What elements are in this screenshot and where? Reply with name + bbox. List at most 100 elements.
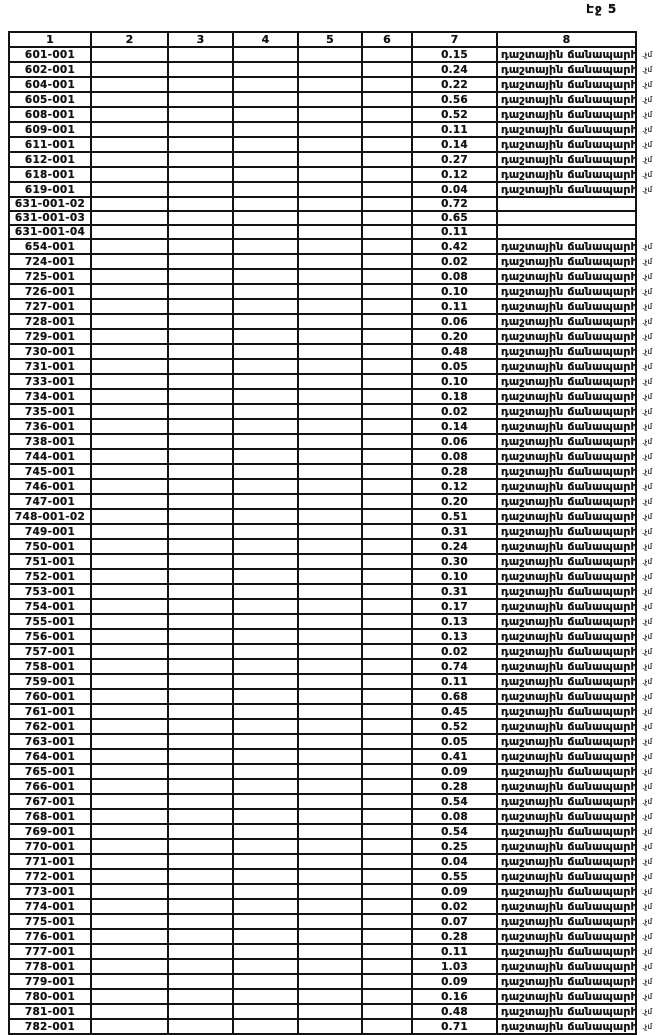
cell-empty — [90, 463, 169, 480]
cell-empty — [297, 823, 363, 840]
cell-empty — [361, 224, 413, 240]
table-row: 726-001 0.10 դաշտային ճանապարհ .չմ — [8, 283, 670, 300]
cell-empty — [361, 838, 413, 855]
cell-empty — [361, 151, 413, 168]
cell-empty — [90, 868, 169, 885]
cell-area-value: 0.09 — [411, 973, 498, 990]
table-row: 781-001 0.48 դաշտային ճանապարհ .չմ — [8, 1003, 670, 1020]
cell-empty — [361, 418, 413, 435]
cell-empty — [361, 553, 413, 570]
cell-empty — [90, 106, 169, 123]
cell-area-value: 0.51 — [411, 508, 498, 525]
cell-empty — [361, 76, 413, 93]
cell-parcel-code: 751-001 — [8, 553, 92, 570]
cell-empty — [297, 598, 363, 615]
cell-empty — [297, 373, 363, 390]
cell-empty — [232, 673, 299, 690]
cell-area-value: 0.14 — [411, 418, 498, 435]
cell-empty — [167, 868, 234, 885]
cell-empty — [232, 403, 299, 420]
cell-empty — [361, 463, 413, 480]
margin-note: .չմ — [642, 812, 653, 821]
cell-area-value: 0.24 — [411, 61, 498, 78]
cell-empty — [361, 583, 413, 600]
cell-empty — [232, 898, 299, 915]
margin-note: .չմ — [642, 917, 653, 926]
cell-area-value: 0.68 — [411, 688, 498, 705]
cell-empty — [361, 748, 413, 765]
cell-parcel-code: 611-001 — [8, 136, 92, 153]
cell-empty — [361, 688, 413, 705]
cell-empty — [297, 748, 363, 765]
cell-empty — [297, 898, 363, 915]
cell-empty — [90, 210, 169, 226]
cell-empty — [361, 928, 413, 945]
cell-land-type: դաշտային ճանապարհ — [496, 46, 637, 63]
table-row: 733-001 0.10 դաշտային ճանապարհ .չմ — [8, 373, 670, 390]
cell-empty — [297, 583, 363, 600]
cell-parcel-code: 729-001 — [8, 328, 92, 345]
cell-empty — [232, 643, 299, 660]
cell-empty — [167, 928, 234, 945]
margin-note: .չմ — [642, 992, 653, 1001]
cell-land-type: դաշտային ճանապարհ — [496, 763, 637, 780]
margin-note: .չմ — [642, 932, 653, 941]
cell-land-type: դաշտային ճանապարհ — [496, 823, 637, 840]
cell-parcel-code: 619-001 — [8, 181, 92, 198]
cell-parcel-code: 779-001 — [8, 973, 92, 990]
margin-note: .չմ — [642, 407, 653, 416]
margin-note: .չմ — [642, 947, 653, 956]
cell-area-value: 0.25 — [411, 838, 498, 855]
table-row: 772-001 0.55 դաշտային ճանապարհ .չմ — [8, 868, 670, 885]
cell-empty — [361, 568, 413, 585]
cell-empty — [167, 196, 234, 212]
cell-empty — [167, 1018, 234, 1035]
table-row: 738-001 0.06 դաշտային ճանապարհ .չմ — [8, 433, 670, 450]
cell-empty — [297, 268, 363, 285]
cell-empty — [90, 733, 169, 750]
cell-land-type: դաշտային ճանապարհ — [496, 598, 637, 615]
cell-empty — [361, 718, 413, 735]
cell-parcel-code: 777-001 — [8, 943, 92, 960]
margin-note: .չմ — [642, 272, 653, 281]
cell-empty — [232, 121, 299, 138]
cell-empty — [90, 268, 169, 285]
cell-empty — [167, 808, 234, 825]
cell-area-value: 0.12 — [411, 478, 498, 495]
table-row: 751-001 0.30 դաշտային ճանապարհ .չմ — [8, 553, 670, 570]
cell-land-type — [496, 210, 637, 226]
cell-empty — [90, 373, 169, 390]
cell-parcel-code: 758-001 — [8, 658, 92, 675]
cell-empty — [297, 388, 363, 405]
cell-empty — [167, 210, 234, 226]
cell-empty — [232, 763, 299, 780]
cell-empty — [232, 388, 299, 405]
table-row: 778-001 1.03 դաշտային ճանապարհ .չմ — [8, 958, 670, 975]
cell-land-type: դաշտային ճանապարհ — [496, 898, 637, 915]
cell-empty — [90, 913, 169, 930]
table-row: 750-001 0.24 դաշտային ճանապարհ .չմ — [8, 538, 670, 555]
margin-note: .չմ — [642, 752, 653, 761]
cell-land-type: դաշտային ճանապարհ — [496, 448, 637, 465]
cell-land-type: դաշտային ճանապարհ — [496, 418, 637, 435]
cell-land-type: դաշտային ճանապարհ — [496, 151, 637, 168]
cell-empty — [361, 358, 413, 375]
cell-parcel-code: 770-001 — [8, 838, 92, 855]
cell-empty — [361, 448, 413, 465]
table-row: 766-001 0.28 դաշտային ճանապարհ .չմ — [8, 778, 670, 795]
cell-area-value: 0.07 — [411, 913, 498, 930]
margin-note: .չմ — [642, 647, 653, 656]
cell-land-type: դաշտային ճանապարհ — [496, 76, 637, 93]
cell-land-type: դաշտային ճանապարհ — [496, 658, 637, 675]
cell-parcel-code: 759-001 — [8, 673, 92, 690]
cell-land-type: դաշտային ճանապարհ — [496, 463, 637, 480]
cell-area-value: 0.04 — [411, 181, 498, 198]
column-header-1: 1 — [8, 31, 92, 48]
cell-empty — [90, 628, 169, 645]
cell-empty — [90, 283, 169, 300]
cell-area-value: 0.31 — [411, 583, 498, 600]
cell-empty — [232, 943, 299, 960]
margin-note: .չմ — [642, 542, 653, 551]
table-row: 760-001 0.68 դաշտային ճանապարհ .չմ — [8, 688, 670, 705]
